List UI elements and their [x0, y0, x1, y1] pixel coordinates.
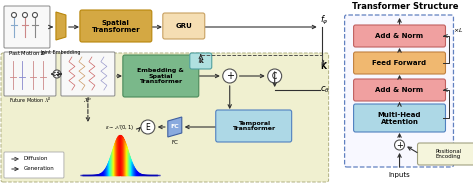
FancyBboxPatch shape — [216, 110, 292, 142]
Polygon shape — [56, 12, 66, 40]
Circle shape — [223, 69, 237, 83]
Text: E: E — [146, 122, 150, 132]
Text: Joint Embedding: Joint Embedding — [41, 50, 81, 55]
FancyBboxPatch shape — [354, 79, 446, 101]
FancyBboxPatch shape — [418, 143, 474, 165]
Text: Spatial
Transformer: Spatial Transformer — [91, 19, 140, 33]
Text: Transformer Structure: Transformer Structure — [352, 2, 459, 11]
FancyBboxPatch shape — [4, 152, 64, 178]
FancyBboxPatch shape — [123, 55, 199, 97]
FancyBboxPatch shape — [345, 15, 454, 167]
Text: $f_\varphi$: $f_\varphi$ — [319, 14, 328, 27]
Text: Embedding &
Spatial
Transformer: Embedding & Spatial Transformer — [137, 68, 184, 84]
Text: Future Motion $\mathcal{X}^0$: Future Motion $\mathcal{X}^0$ — [9, 96, 51, 104]
Text: FC: FC — [171, 125, 179, 130]
Text: +: + — [54, 70, 60, 78]
Text: Generation: Generation — [24, 166, 55, 171]
FancyBboxPatch shape — [190, 53, 212, 69]
Circle shape — [53, 70, 61, 78]
Circle shape — [394, 140, 404, 150]
FancyBboxPatch shape — [1, 53, 328, 182]
Text: Diffusion: Diffusion — [24, 157, 48, 162]
Text: Add & Norm: Add & Norm — [375, 33, 424, 39]
Circle shape — [11, 13, 17, 18]
Text: Temporal
Transformer: Temporal Transformer — [232, 121, 275, 131]
Text: Feed Forward: Feed Forward — [373, 60, 427, 66]
Text: $\mathbf{K}$: $\mathbf{K}$ — [319, 60, 328, 70]
Text: $\mathcal{X}^b$: $\mathcal{X}^b$ — [83, 96, 92, 104]
Circle shape — [22, 13, 27, 18]
Circle shape — [32, 13, 37, 18]
Text: Positional
Encoding: Positional Encoding — [435, 149, 462, 159]
FancyBboxPatch shape — [4, 6, 50, 48]
Circle shape — [141, 120, 155, 134]
Text: $\times L$: $\times L$ — [454, 26, 464, 34]
Text: Multi-Head
Attention: Multi-Head Attention — [378, 112, 421, 125]
Circle shape — [268, 69, 282, 83]
Text: GRU: GRU — [175, 23, 192, 29]
FancyBboxPatch shape — [4, 52, 56, 96]
FancyBboxPatch shape — [163, 13, 205, 39]
Text: Inputs: Inputs — [389, 172, 410, 178]
Polygon shape — [168, 117, 182, 137]
Text: FC: FC — [172, 140, 178, 145]
Text: +: + — [226, 71, 234, 81]
FancyBboxPatch shape — [354, 25, 446, 47]
FancyBboxPatch shape — [61, 52, 115, 96]
FancyBboxPatch shape — [354, 52, 446, 74]
Text: Add & Norm: Add & Norm — [375, 87, 424, 93]
FancyBboxPatch shape — [354, 104, 446, 132]
Text: $c_\theta$: $c_\theta$ — [319, 85, 330, 95]
FancyBboxPatch shape — [80, 10, 152, 42]
Text: Past Motion $\mathcal{D}$: Past Motion $\mathcal{D}$ — [8, 49, 46, 57]
Text: +: + — [396, 140, 403, 149]
Text: $\epsilon \sim \mathcal{N}(0,1)$: $\epsilon \sim \mathcal{N}(0,1)$ — [105, 123, 135, 132]
Text: k: k — [199, 58, 203, 64]
Text: C: C — [272, 71, 277, 80]
